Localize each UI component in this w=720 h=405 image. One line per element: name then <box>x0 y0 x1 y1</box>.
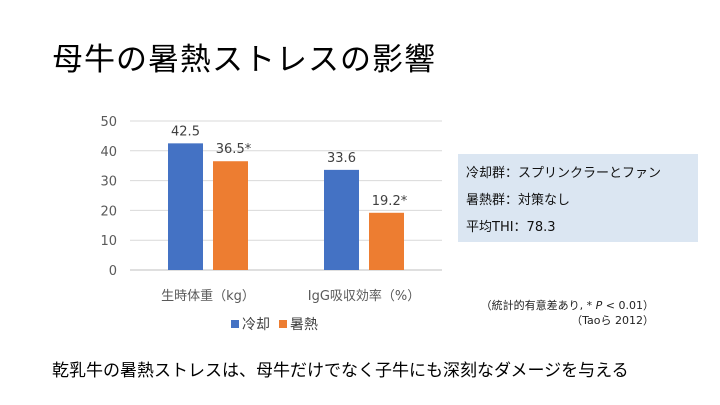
y-tick-label: 40 <box>100 145 117 160</box>
data-label: 19.2* <box>372 194 408 209</box>
x-axis-ticks: 生時体重（kg） IgG吸収効率（%） <box>161 288 420 304</box>
legend-label: 暑熱 <box>290 317 318 333</box>
bars <box>168 143 404 270</box>
p-symbol: P <box>595 299 603 312</box>
y-axis-ticks: 0 10 20 30 40 50 <box>100 115 117 279</box>
y-tick-label: 30 <box>100 175 117 190</box>
data-label: 42.5 <box>171 124 200 139</box>
info-line-thi: 平均THI：78.3 <box>466 220 556 235</box>
data-labels: 42.5 36.5* 33.6 19.2* <box>171 124 408 208</box>
data-label: 33.6 <box>327 151 356 166</box>
y-tick-label: 20 <box>100 204 117 219</box>
y-tick-label: 50 <box>100 115 117 130</box>
bar <box>369 212 404 270</box>
footer-statement: 乾乳牛の暑熱ストレスは、母牛だけでなく子牛にも深刻なダメージを与える <box>52 361 629 381</box>
citation: （Taoら 2012） <box>571 314 654 327</box>
y-tick-label: 10 <box>100 234 117 249</box>
bar <box>213 161 248 270</box>
significance-line: （統計的有意差あり, * P < 0.01） <box>481 298 654 313</box>
data-label: 36.5* <box>216 142 252 157</box>
bar <box>168 143 203 270</box>
x-tick-label: 生時体重（kg） <box>161 288 255 304</box>
bar <box>324 169 359 270</box>
y-tick-label: 0 <box>109 264 117 279</box>
info-line-cooling: 冷却群：スプリンクラーとファン <box>466 166 662 181</box>
legend-label: 冷却 <box>242 317 270 333</box>
info-line-heat: 暑熱群：対策なし <box>466 193 571 208</box>
conditions-box: 冷却群：スプリンクラーとファン 暑熱群：対策なし 平均THI：78.3 <box>458 154 698 242</box>
significance-note: （統計的有意差あり, * P < 0.01） （Taoら 2012） <box>481 298 654 328</box>
significance-prefix: （統計的有意差あり, * <box>480 299 596 312</box>
significance-suffix: < 0.01） <box>602 299 654 312</box>
legend-swatch <box>279 320 287 328</box>
x-tick-label: IgG吸収効率（%） <box>308 288 421 304</box>
legend-swatch <box>231 320 239 328</box>
slide-title: 母牛の暑熱ストレスの影響 <box>52 42 436 78</box>
legend: 冷却 暑熱 <box>231 317 318 333</box>
